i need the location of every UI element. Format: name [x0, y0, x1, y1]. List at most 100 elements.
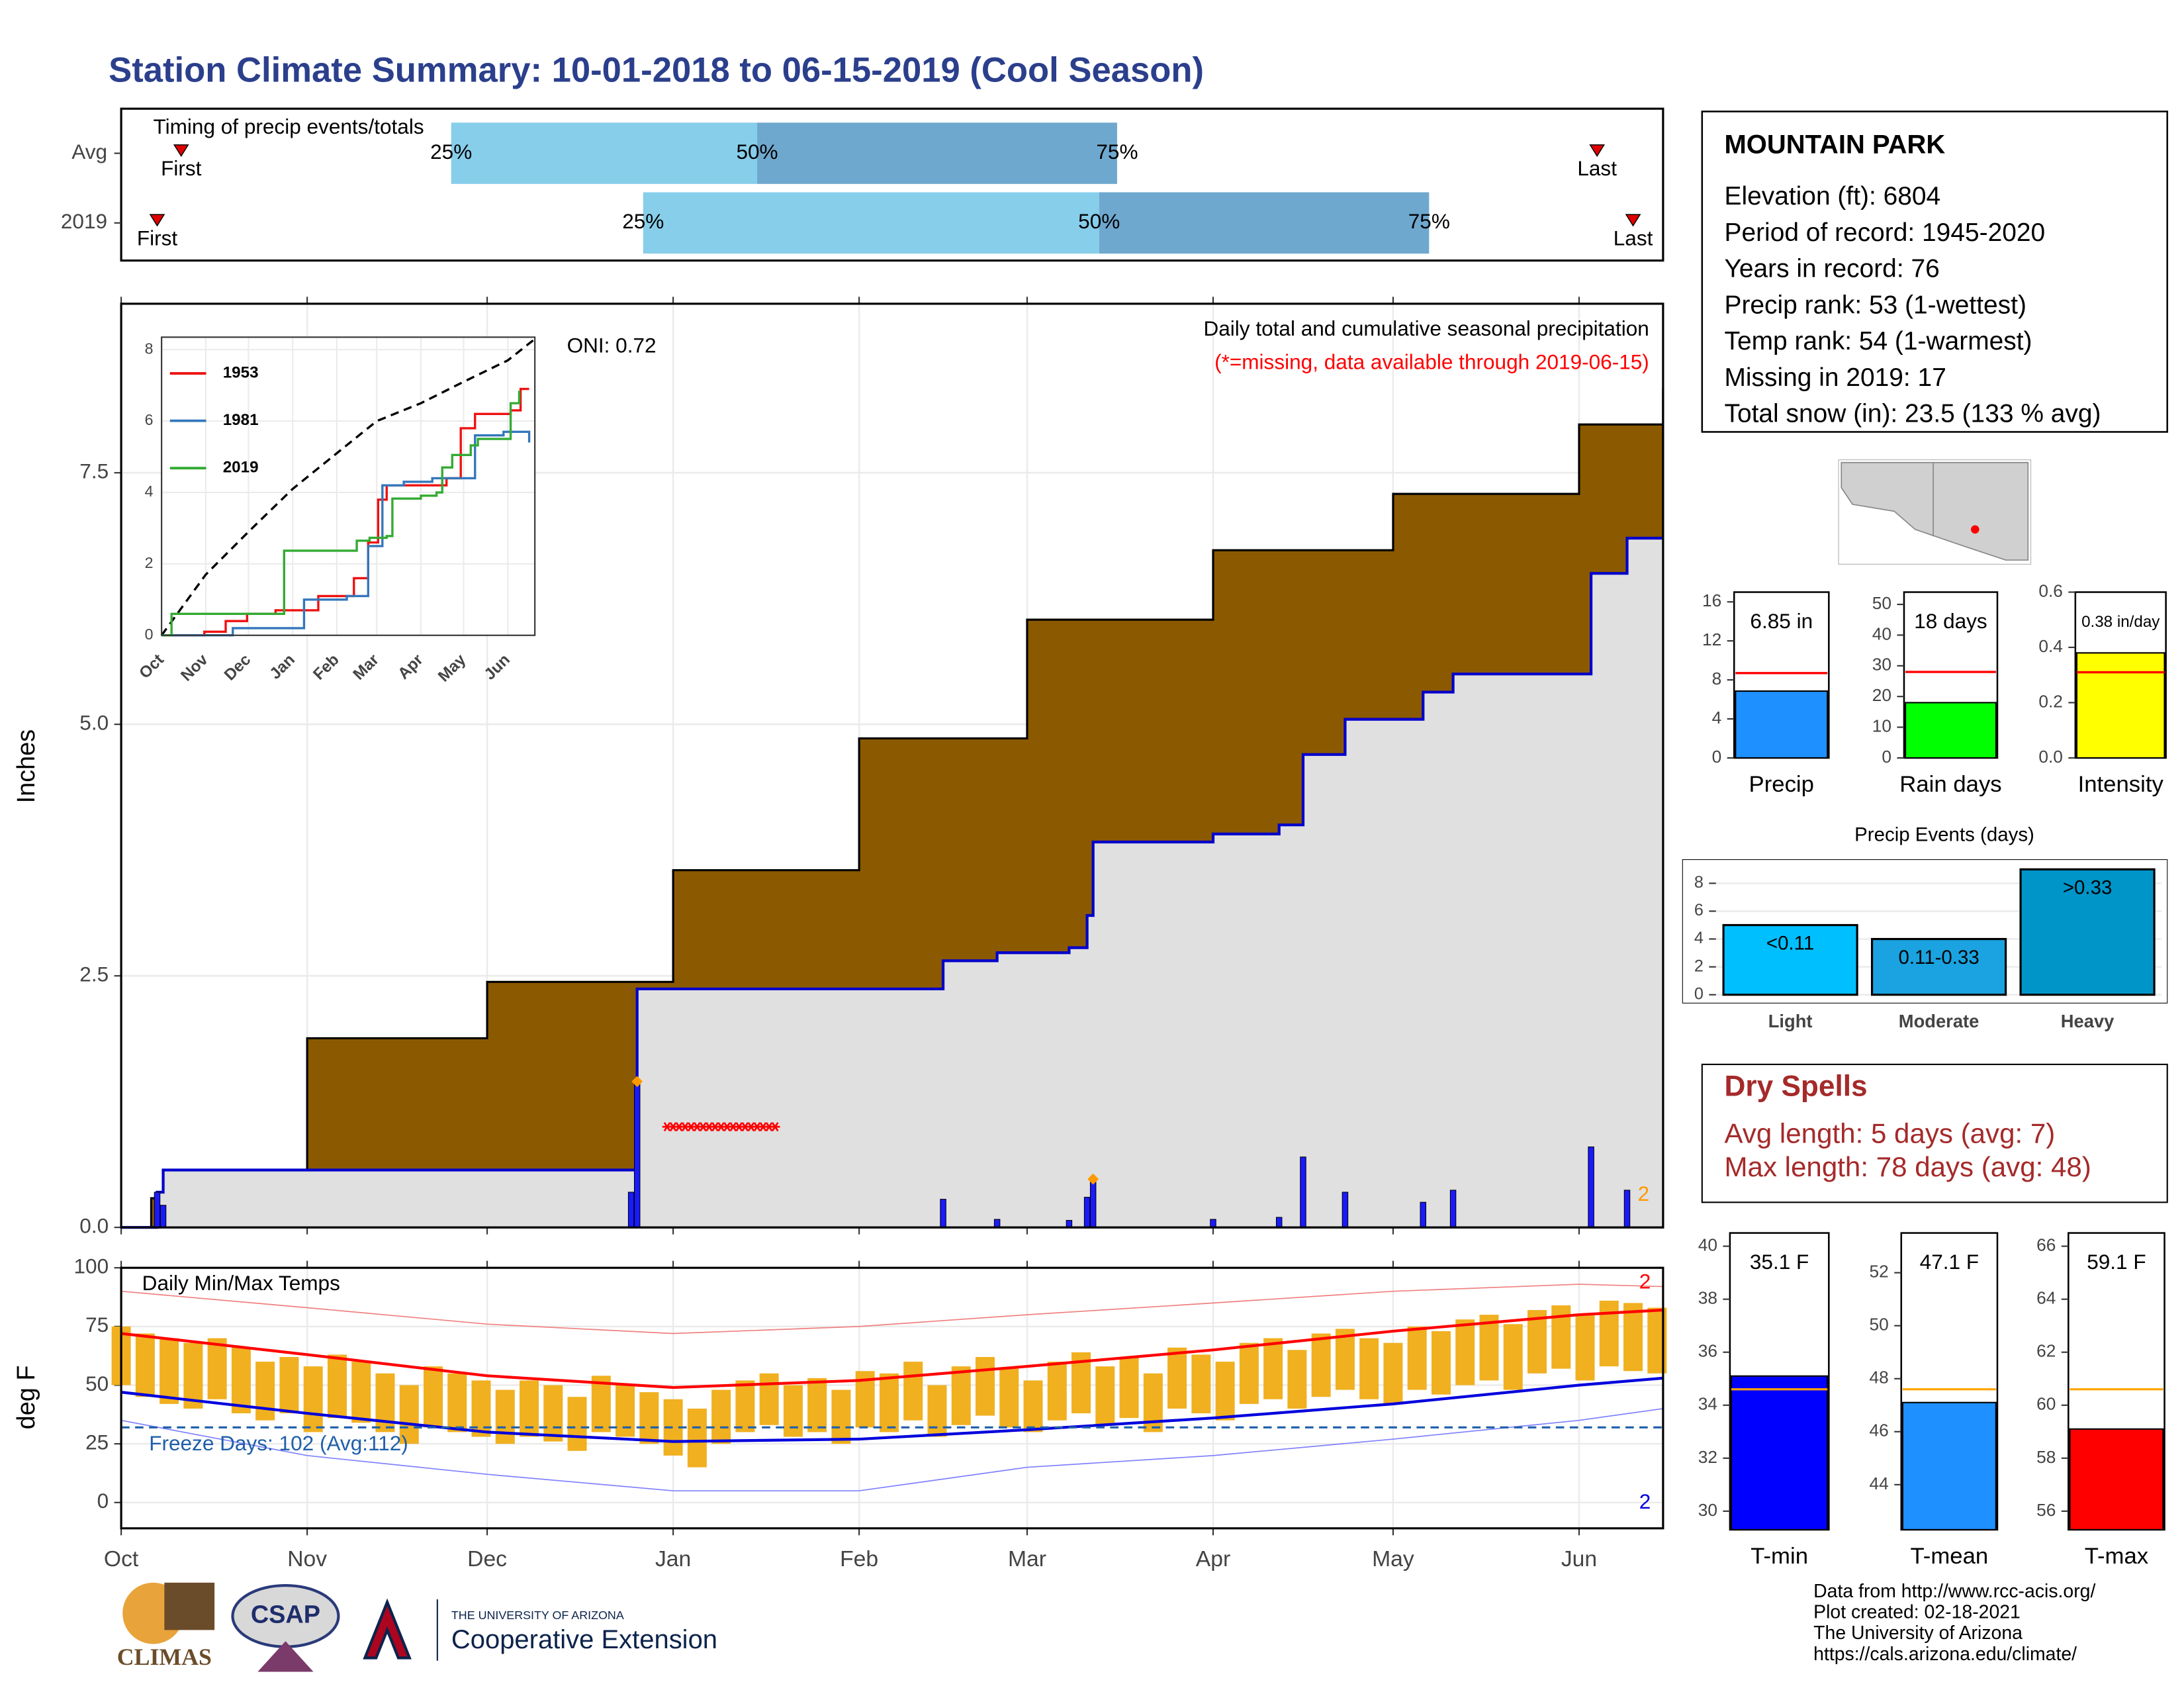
mini-bar: [2075, 652, 2165, 759]
y-tick-label: 7.5: [79, 459, 109, 483]
category-label: T-mean: [1911, 1544, 1989, 1569]
legend-label: 1953: [223, 363, 259, 381]
plot-frame: [120, 1266, 1664, 1530]
station-line: Total snow (in): 23.5 (133 % avg): [1724, 399, 2101, 428]
daily-temp-bar: [999, 1368, 1019, 1428]
y-tick-label: 0: [1882, 747, 1891, 767]
row-label: 2019: [61, 209, 107, 233]
y-tick-label: 30: [1698, 1500, 1717, 1520]
y-tick-label: 8: [1694, 873, 1704, 892]
annotation: (*=missing, data available through 2019-…: [1214, 350, 1649, 374]
y-tick-label: 44: [1870, 1474, 1889, 1493]
last-label: Last: [1614, 226, 1653, 250]
temp-line: [121, 1284, 1663, 1335]
y-tick-label: 34: [1698, 1394, 1717, 1414]
annotation: Daily total and cumulative seasonal prec…: [1203, 316, 1649, 340]
y-tick-label: 50: [1872, 593, 1891, 613]
logo-text: CLIMAS: [117, 1644, 212, 1670]
daily-temp-bar: [495, 1389, 515, 1444]
value-label: 0.38 in/day: [2081, 613, 2160, 631]
timing-bar-low: [643, 192, 1099, 254]
y-tick-label: 2.5: [79, 962, 109, 986]
y-axis-title: deg F: [13, 1366, 40, 1430]
y-tick-label: 6: [1694, 901, 1704, 919]
season-cumulative-area: [121, 538, 1663, 1228]
daily-temp-bar: [135, 1333, 155, 1397]
y-tick-label: 12: [1702, 630, 1721, 649]
daily-temp-bar: [711, 1389, 731, 1444]
station-line: Period of record: 1945-2020: [1724, 218, 2045, 247]
y-tick-label: 2: [1694, 957, 1704, 975]
daily-precip-bar: [1449, 1190, 1457, 1228]
logo-text: CSAP: [251, 1601, 320, 1628]
daily-temp-bar: [1383, 1342, 1403, 1404]
quantile-label: 25%: [430, 140, 472, 164]
inset-frame: [161, 336, 536, 636]
daily-temp-bar: [807, 1378, 827, 1432]
daily-temp-bar: [831, 1389, 851, 1444]
daily-temp-bar: [1335, 1329, 1355, 1390]
annotation: 2: [1639, 1489, 1651, 1513]
y-tick-label: 0.2: [2038, 691, 2063, 711]
daily-temp-bar: [1023, 1380, 1043, 1432]
annotation: 2: [1639, 1270, 1651, 1293]
temp-line: [120, 1408, 1663, 1491]
y-tick-label: 10: [1872, 716, 1891, 736]
value-label: <0.11: [1766, 933, 1814, 955]
daily-temp-bar: [327, 1354, 347, 1419]
y-tick-label: 6: [145, 411, 154, 428]
daily-temp-bar: [543, 1385, 563, 1442]
daily-precip-bar: [1083, 1197, 1091, 1228]
x-tick-label: Jun: [1561, 1547, 1597, 1571]
first-label: First: [161, 156, 202, 180]
y-tick-label: 2: [145, 554, 154, 571]
daily-temp-bar: [1191, 1354, 1211, 1414]
x-tick-label: May: [1372, 1547, 1414, 1571]
footer-line: The University of Arizona: [1813, 1622, 2023, 1644]
dry-spells-box: [1701, 1063, 2168, 1203]
daily-temp-bar: [207, 1338, 227, 1399]
daily-temp-bar: [1047, 1362, 1067, 1421]
mini-bar: [1905, 702, 1997, 759]
daily-temp-bar: [1527, 1310, 1547, 1374]
daily-temp-bar: [1407, 1326, 1427, 1390]
daily-temp-bar: [1431, 1331, 1451, 1395]
y-tick-label: 4: [145, 483, 154, 500]
value-label: 35.1 F: [1750, 1250, 1809, 1274]
daily-temp-bar: [231, 1347, 251, 1414]
category-label: T-min: [1751, 1544, 1808, 1569]
daily-temp-bar: [975, 1356, 995, 1416]
station-line: Elevation (ft): 6804: [1724, 182, 1940, 211]
quantile-label: 50%: [736, 140, 778, 164]
station-box: [1701, 111, 2169, 433]
daily-precip-bar: [1089, 1178, 1097, 1228]
last-marker: [1589, 144, 1606, 158]
row-label: Avg: [71, 140, 107, 164]
y-tick-label: 16: [1702, 590, 1721, 610]
y-tick-label: 66: [2036, 1235, 2056, 1255]
daily-temp-bar: [927, 1385, 947, 1437]
y-tick-label: 8: [145, 340, 154, 357]
x-tick-label: Apr: [1196, 1547, 1230, 1571]
daily-precip-bar: [159, 1205, 167, 1228]
daily-temp-bar: [1263, 1338, 1283, 1399]
y-tick-label: 0.6: [2038, 581, 2063, 600]
y-tick-label: 56: [2036, 1500, 2056, 1520]
snow-marker: [1087, 1173, 1099, 1185]
logo-text: Cooperative Extension: [451, 1625, 717, 1654]
logo-text: THE UNIVERSITY OF ARIZONA: [451, 1609, 624, 1622]
daily-temp-bar: [951, 1366, 971, 1425]
daily-precip-bar: [154, 1192, 161, 1228]
station-line: Years in record: 76: [1724, 255, 1939, 283]
mini-bar: [1730, 1375, 1829, 1530]
first-label: First: [137, 226, 178, 250]
quantile-label: 25%: [622, 209, 664, 233]
daily-temp-bar: [447, 1373, 467, 1432]
missing-marker: [770, 1122, 780, 1132]
y-tick-label: 30: [1872, 655, 1891, 675]
daily-temp-bar: [1503, 1324, 1523, 1390]
map-states: [1841, 461, 2029, 561]
x-tick-label: Jan: [655, 1547, 691, 1571]
inset-area: [161, 337, 535, 635]
